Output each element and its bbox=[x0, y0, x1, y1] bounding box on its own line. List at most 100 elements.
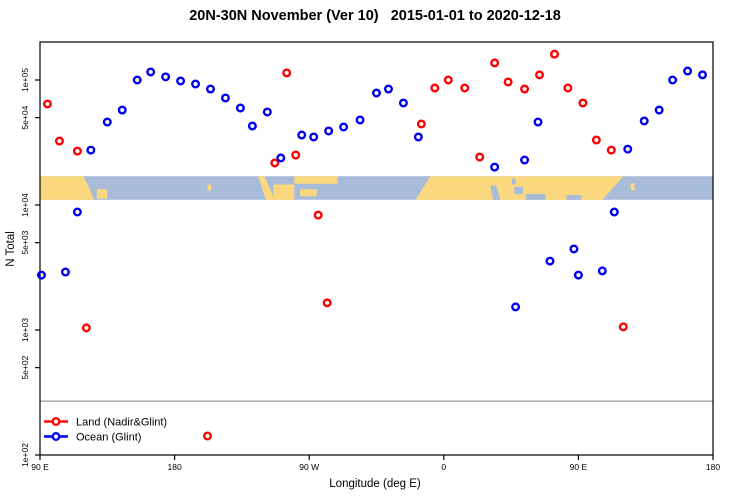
data-point-land bbox=[81, 323, 91, 333]
map-land-hawaii bbox=[207, 184, 212, 191]
data-point-land bbox=[563, 83, 573, 93]
data-point-land bbox=[291, 150, 301, 160]
data-point-land bbox=[203, 431, 213, 441]
legend-label: Land (Nadir&Glint) bbox=[76, 417, 167, 429]
data-point-land bbox=[282, 68, 292, 78]
data-point-ocean bbox=[698, 70, 708, 80]
plot-border bbox=[39, 41, 714, 456]
data-point-land bbox=[54, 136, 64, 146]
data-point-ocean bbox=[176, 76, 186, 86]
data-point-ocean bbox=[60, 267, 70, 277]
data-point-land bbox=[549, 49, 559, 59]
map-land-mexico-mainland bbox=[273, 184, 295, 200]
data-point-land bbox=[535, 70, 545, 80]
data-point-ocean bbox=[102, 117, 112, 127]
legend-marker bbox=[51, 432, 61, 442]
data-point-land bbox=[322, 298, 332, 308]
data-point-ocean bbox=[117, 105, 127, 115]
data-point-ocean bbox=[383, 84, 393, 94]
y-tick-label: 1e+03 bbox=[20, 318, 30, 342]
y-tick-label: 1e+02 bbox=[20, 443, 30, 467]
legend-marker bbox=[51, 417, 61, 427]
data-point-ocean bbox=[132, 75, 142, 85]
data-point-land bbox=[503, 77, 513, 87]
data-point-ocean bbox=[413, 132, 423, 142]
data-point-ocean bbox=[161, 72, 171, 82]
data-point-ocean bbox=[398, 98, 408, 108]
data-point-land bbox=[460, 83, 470, 93]
data-point-ocean bbox=[262, 107, 272, 117]
x-tick-label: 90 E bbox=[570, 462, 588, 472]
data-point-ocean bbox=[297, 130, 307, 140]
data-point-ocean bbox=[205, 84, 215, 94]
data-point-ocean bbox=[220, 93, 230, 103]
map-land-cuba-yucatan bbox=[300, 189, 317, 197]
map-land-gulf-coast-north bbox=[294, 176, 338, 184]
map-water-mediterranean-edge bbox=[511, 178, 516, 185]
data-point-ocean bbox=[72, 207, 82, 217]
x-tick-label: 180 bbox=[706, 462, 720, 472]
data-point-land bbox=[606, 145, 616, 155]
data-point-land bbox=[490, 58, 500, 68]
data-point-land bbox=[42, 99, 52, 109]
x-axis-label: Longitude (deg E) bbox=[329, 478, 421, 490]
y-axis-label: N Total bbox=[5, 231, 17, 267]
map-water-red-sea bbox=[490, 185, 501, 200]
data-point-ocean bbox=[623, 144, 633, 154]
data-point-ocean bbox=[324, 126, 334, 136]
data-point-land bbox=[270, 158, 280, 168]
x-tick-label: 0 bbox=[441, 462, 446, 472]
legend-label: Ocean (Glint) bbox=[76, 432, 141, 444]
data-point-ocean bbox=[235, 103, 245, 113]
x-tick-label: 180 bbox=[168, 462, 182, 472]
map-land-taiwan bbox=[630, 183, 635, 191]
data-point-land bbox=[443, 75, 453, 85]
data-point-ocean bbox=[36, 270, 46, 280]
data-point-ocean bbox=[146, 67, 156, 77]
data-point-ocean bbox=[639, 116, 649, 126]
data-point-land bbox=[578, 98, 588, 108]
y-tick-label: 1e+05 bbox=[20, 68, 30, 92]
data-point-ocean bbox=[683, 66, 693, 76]
x-tick-label: 90 E bbox=[31, 462, 49, 472]
data-point-ocean bbox=[533, 117, 543, 127]
y-tick-label: 5e+02 bbox=[20, 355, 30, 379]
data-point-ocean bbox=[668, 75, 678, 85]
data-point-ocean bbox=[372, 88, 382, 98]
data-point-land bbox=[313, 210, 323, 220]
data-point-ocean bbox=[339, 122, 349, 132]
y-tick-label: 1e+04 bbox=[20, 193, 30, 217]
data-point-ocean bbox=[490, 162, 500, 172]
chart-title: 20N-30N November (Ver 10) 2015-01-01 to … bbox=[189, 8, 561, 24]
map-land-ryukyu-islands bbox=[96, 189, 108, 199]
data-point-ocean bbox=[309, 132, 319, 142]
data-point-land bbox=[618, 322, 628, 332]
y-tick-label: 5e+04 bbox=[20, 105, 30, 129]
data-point-land bbox=[475, 152, 485, 162]
data-point-ocean bbox=[520, 155, 530, 165]
data-point-ocean bbox=[191, 79, 201, 89]
map-water-gulf-of-oman bbox=[526, 193, 546, 200]
data-point-land bbox=[416, 119, 426, 129]
data-point-land bbox=[72, 146, 82, 156]
data-point-ocean bbox=[609, 207, 619, 217]
data-point-ocean bbox=[573, 270, 583, 280]
map-land-baja-mexico-coast bbox=[258, 176, 274, 200]
data-point-ocean bbox=[545, 256, 555, 266]
data-point-land bbox=[520, 84, 530, 94]
data-point-ocean bbox=[355, 115, 365, 125]
data-point-land bbox=[430, 83, 440, 93]
map-water-persian-gulf bbox=[514, 186, 524, 194]
data-point-ocean bbox=[511, 302, 521, 312]
data-point-ocean bbox=[654, 105, 664, 115]
data-point-ocean bbox=[569, 244, 579, 254]
data-point-land bbox=[591, 135, 601, 145]
data-point-ocean bbox=[86, 145, 96, 155]
data-point-ocean bbox=[276, 153, 286, 163]
y-tick-label: 5e+03 bbox=[20, 230, 30, 254]
map-water-bay-of-bengal bbox=[566, 195, 582, 200]
data-point-ocean bbox=[247, 121, 257, 131]
data-point-ocean bbox=[597, 266, 607, 276]
